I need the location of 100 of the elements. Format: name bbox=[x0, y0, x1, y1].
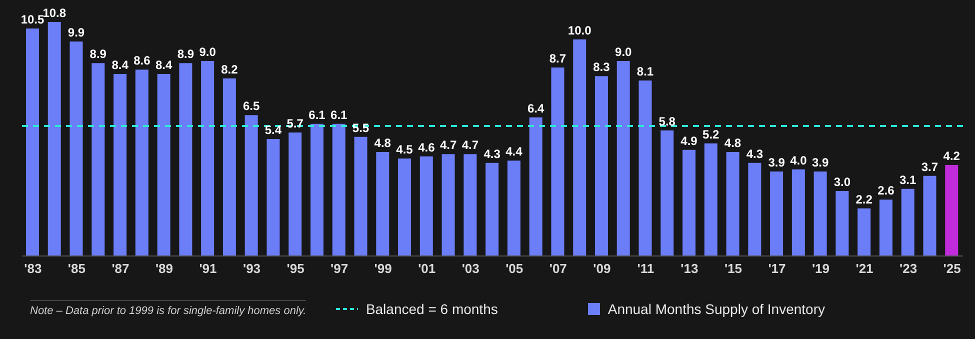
bar bbox=[901, 188, 914, 256]
legend-label: Annual Months Supply of Inventory bbox=[608, 300, 825, 316]
data-label: 5.8 bbox=[658, 114, 676, 128]
x-tick-label: '19 bbox=[812, 261, 830, 276]
x-tick-label: '87 bbox=[112, 261, 130, 276]
bar bbox=[222, 78, 236, 256]
data-label: 8.4 bbox=[112, 58, 129, 72]
data-label: 8.7 bbox=[549, 52, 566, 66]
data-label: 6.1 bbox=[330, 108, 348, 122]
data-label: 3.0 bbox=[834, 175, 851, 189]
data-label: 2.2 bbox=[856, 192, 873, 206]
data-label: 8.2 bbox=[221, 62, 238, 76]
data-label: 4.3 bbox=[484, 146, 501, 161]
bar bbox=[945, 165, 958, 256]
text: Note – Data prior to 1999 is for single-family homes only. bbox=[30, 305, 306, 317]
bar bbox=[573, 39, 586, 256]
bar bbox=[770, 172, 784, 256]
data-label: 8.9 bbox=[90, 47, 107, 62]
bar bbox=[398, 158, 412, 256]
bar bbox=[332, 124, 346, 256]
data-label: 4.3 bbox=[746, 146, 764, 161]
data-label: 4.9 bbox=[680, 134, 698, 148]
data-label: 3.7 bbox=[921, 160, 938, 174]
data-label: 6.1 bbox=[308, 108, 326, 122]
x-tick-label: '09 bbox=[593, 261, 611, 276]
bar bbox=[179, 63, 192, 256]
data-label: 9.0 bbox=[615, 45, 632, 59]
x-tick-label: '07 bbox=[549, 261, 567, 276]
bar bbox=[748, 162, 762, 256]
bar bbox=[836, 191, 849, 256]
x-tick-label: '83 bbox=[24, 261, 42, 276]
bar bbox=[70, 42, 83, 256]
data-label: 8.1 bbox=[636, 64, 654, 78]
data-label: 5.2 bbox=[702, 127, 720, 142]
data-label: 3.9 bbox=[812, 156, 829, 170]
bar bbox=[26, 28, 39, 256]
x-tick-label: '95 bbox=[286, 261, 304, 276]
data-label: 8.3 bbox=[593, 60, 610, 74]
data-label: 4.6 bbox=[418, 140, 436, 154]
data-label: 4.8 bbox=[724, 136, 742, 150]
data-label: 10.8 bbox=[42, 6, 66, 20]
data-label: 4.7 bbox=[440, 138, 457, 152]
x-tick-label: '89 bbox=[155, 261, 174, 276]
data-label: 4.0 bbox=[790, 153, 808, 168]
data-label: 4.7 bbox=[462, 138, 479, 152]
x-tick-label: '13 bbox=[680, 261, 698, 276]
bar bbox=[792, 169, 805, 256]
x-tick-label: '97 bbox=[330, 261, 348, 276]
data-label: 8.9 bbox=[177, 47, 194, 62]
bar bbox=[507, 160, 520, 256]
x-tick-label: '17 bbox=[768, 261, 786, 276]
bar bbox=[923, 176, 936, 256]
data-label: 3.1 bbox=[900, 172, 917, 187]
bar bbox=[858, 208, 871, 256]
bar bbox=[310, 124, 324, 256]
data-label: 4.4 bbox=[506, 144, 523, 159]
bar bbox=[879, 200, 892, 256]
data-label: 3.9 bbox=[768, 156, 786, 170]
x-tick-label: '85 bbox=[68, 261, 86, 276]
x-tick-label: '01 bbox=[418, 261, 436, 276]
bar bbox=[92, 63, 105, 256]
bar bbox=[638, 80, 652, 256]
x-tick-label: '05 bbox=[506, 261, 524, 276]
bar bbox=[135, 70, 148, 256]
data-label: 8.6 bbox=[134, 54, 151, 68]
x-tick-label: '03 bbox=[462, 261, 480, 276]
data-label: 9.0 bbox=[199, 45, 216, 59]
x-tick-label: '21 bbox=[856, 261, 874, 276]
x-tick-label: '11 bbox=[637, 261, 654, 276]
bar bbox=[157, 74, 170, 256]
bar bbox=[442, 154, 455, 256]
data-label: 6.4 bbox=[527, 101, 544, 116]
legend-label: Balanced = 6 months bbox=[366, 300, 498, 316]
x-tick-label: '99 bbox=[374, 261, 392, 276]
x-tick-label: '93 bbox=[243, 261, 261, 276]
bar bbox=[244, 115, 258, 256]
bar bbox=[420, 156, 433, 256]
bar bbox=[529, 117, 542, 256]
bar bbox=[704, 143, 718, 256]
bar bbox=[551, 68, 564, 256]
data-label: 4.8 bbox=[374, 136, 392, 150]
x-tick-label: '23 bbox=[900, 261, 918, 276]
bar bbox=[354, 136, 368, 256]
data-label: 10.0 bbox=[568, 23, 592, 38]
x-tick-label: '25 bbox=[943, 261, 961, 276]
bar bbox=[486, 162, 499, 256]
bar bbox=[814, 172, 827, 256]
data-label: 6.5 bbox=[242, 99, 260, 114]
data-label: 4.2 bbox=[943, 149, 960, 163]
data-label: 9.9 bbox=[68, 26, 85, 40]
bar bbox=[682, 150, 696, 256]
x-tick-label: '91 bbox=[199, 261, 217, 276]
data-label: 8.4 bbox=[155, 58, 172, 72]
data-label: 4.5 bbox=[396, 142, 414, 156]
bar bbox=[114, 74, 127, 256]
data-label: 10.5 bbox=[20, 12, 44, 26]
bar bbox=[201, 61, 214, 256]
bar bbox=[266, 139, 280, 256]
bar bbox=[616, 61, 630, 256]
data-label: 2.6 bbox=[878, 184, 895, 198]
